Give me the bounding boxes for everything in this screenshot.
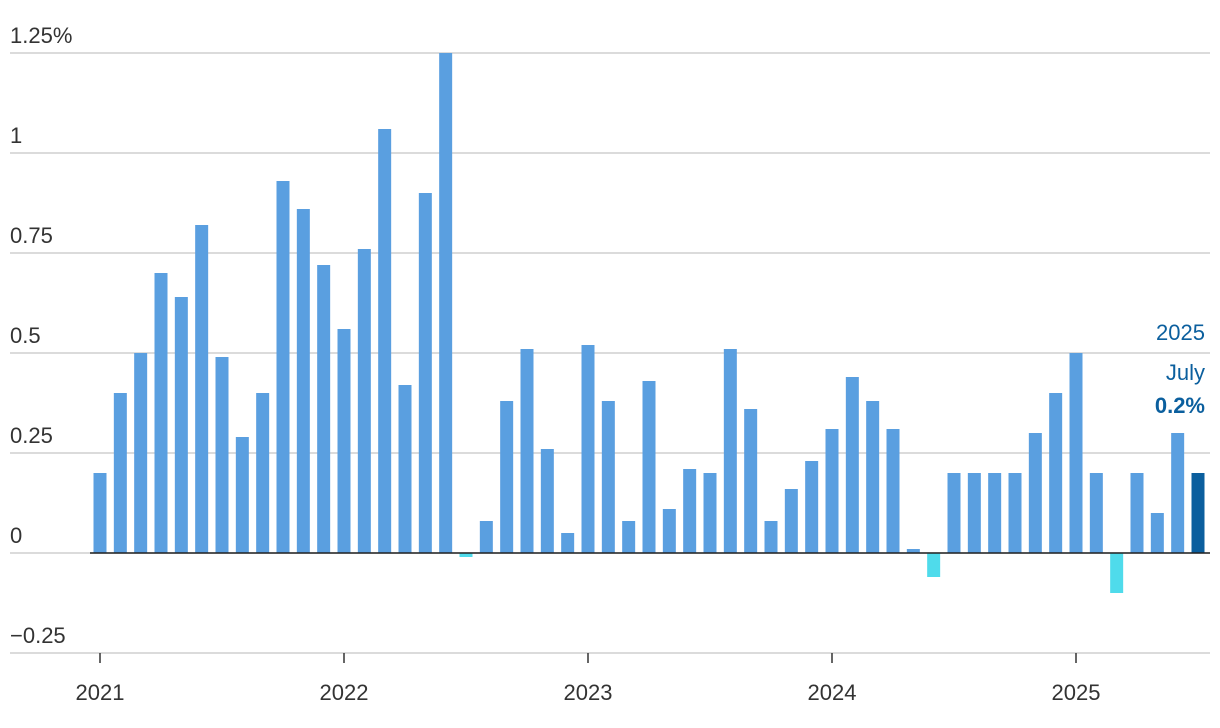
bar <box>967 473 981 553</box>
bar <box>276 181 290 553</box>
bar <box>235 437 249 553</box>
bar <box>418 193 432 553</box>
bar <box>723 349 737 553</box>
bar <box>947 473 961 553</box>
bar <box>113 393 127 553</box>
bar <box>1008 473 1022 553</box>
annotation: 0.2% <box>1155 393 1205 418</box>
x-tick-label: 2021 <box>76 680 125 705</box>
bar <box>1130 473 1144 553</box>
y-tick-label: 0 <box>10 523 22 548</box>
bar <box>520 349 534 553</box>
bar <box>174 297 188 553</box>
bar <box>1028 433 1042 553</box>
x-tick-label: 2022 <box>320 680 369 705</box>
y-tick-label: 1 <box>10 123 22 148</box>
bar <box>744 409 758 553</box>
x-tick-label: 2023 <box>564 680 613 705</box>
bar <box>337 329 351 553</box>
x-tick-label: 2025 <box>1052 680 1101 705</box>
bar <box>296 209 310 553</box>
bar <box>825 429 839 553</box>
bar <box>540 449 554 553</box>
bar <box>1089 473 1103 553</box>
bar <box>1069 353 1083 553</box>
bar <box>906 549 920 553</box>
bar <box>195 225 209 553</box>
bar <box>703 473 717 553</box>
bar <box>988 473 1002 553</box>
bar <box>927 553 941 577</box>
bar <box>1110 553 1124 593</box>
bar <box>886 429 900 553</box>
bar <box>93 473 107 553</box>
bar <box>154 273 168 553</box>
bar <box>1191 473 1205 553</box>
annotation: 2025 <box>1156 320 1205 345</box>
bar <box>601 401 615 553</box>
y-tick-label: 0.25 <box>10 423 53 448</box>
bar <box>459 553 473 557</box>
bar <box>622 521 636 553</box>
x-tick-label: 2024 <box>808 680 857 705</box>
bar <box>1171 433 1185 553</box>
bar <box>764 521 778 553</box>
y-tick-label: 0.5 <box>10 323 41 348</box>
y-tick-label: −0.25 <box>10 623 66 648</box>
bar <box>662 509 676 553</box>
bar <box>1150 513 1164 553</box>
y-tick-label: 0.75 <box>10 223 53 248</box>
bar <box>398 385 412 553</box>
bar <box>805 461 819 553</box>
bar <box>357 249 371 553</box>
bar <box>134 353 148 553</box>
annotation: July <box>1166 360 1205 385</box>
bar <box>439 53 453 553</box>
bar <box>845 377 859 553</box>
bar <box>683 469 697 553</box>
bar <box>317 265 331 553</box>
bar <box>500 401 514 553</box>
bar <box>1049 393 1063 553</box>
bar <box>215 357 229 553</box>
bar <box>479 521 493 553</box>
bar <box>561 533 575 553</box>
bar <box>866 401 880 553</box>
bar <box>378 129 392 553</box>
y-tick-label: 1.25% <box>10 23 72 48</box>
bar <box>581 345 595 553</box>
bar <box>256 393 270 553</box>
bar <box>784 489 798 553</box>
bar <box>642 381 656 553</box>
